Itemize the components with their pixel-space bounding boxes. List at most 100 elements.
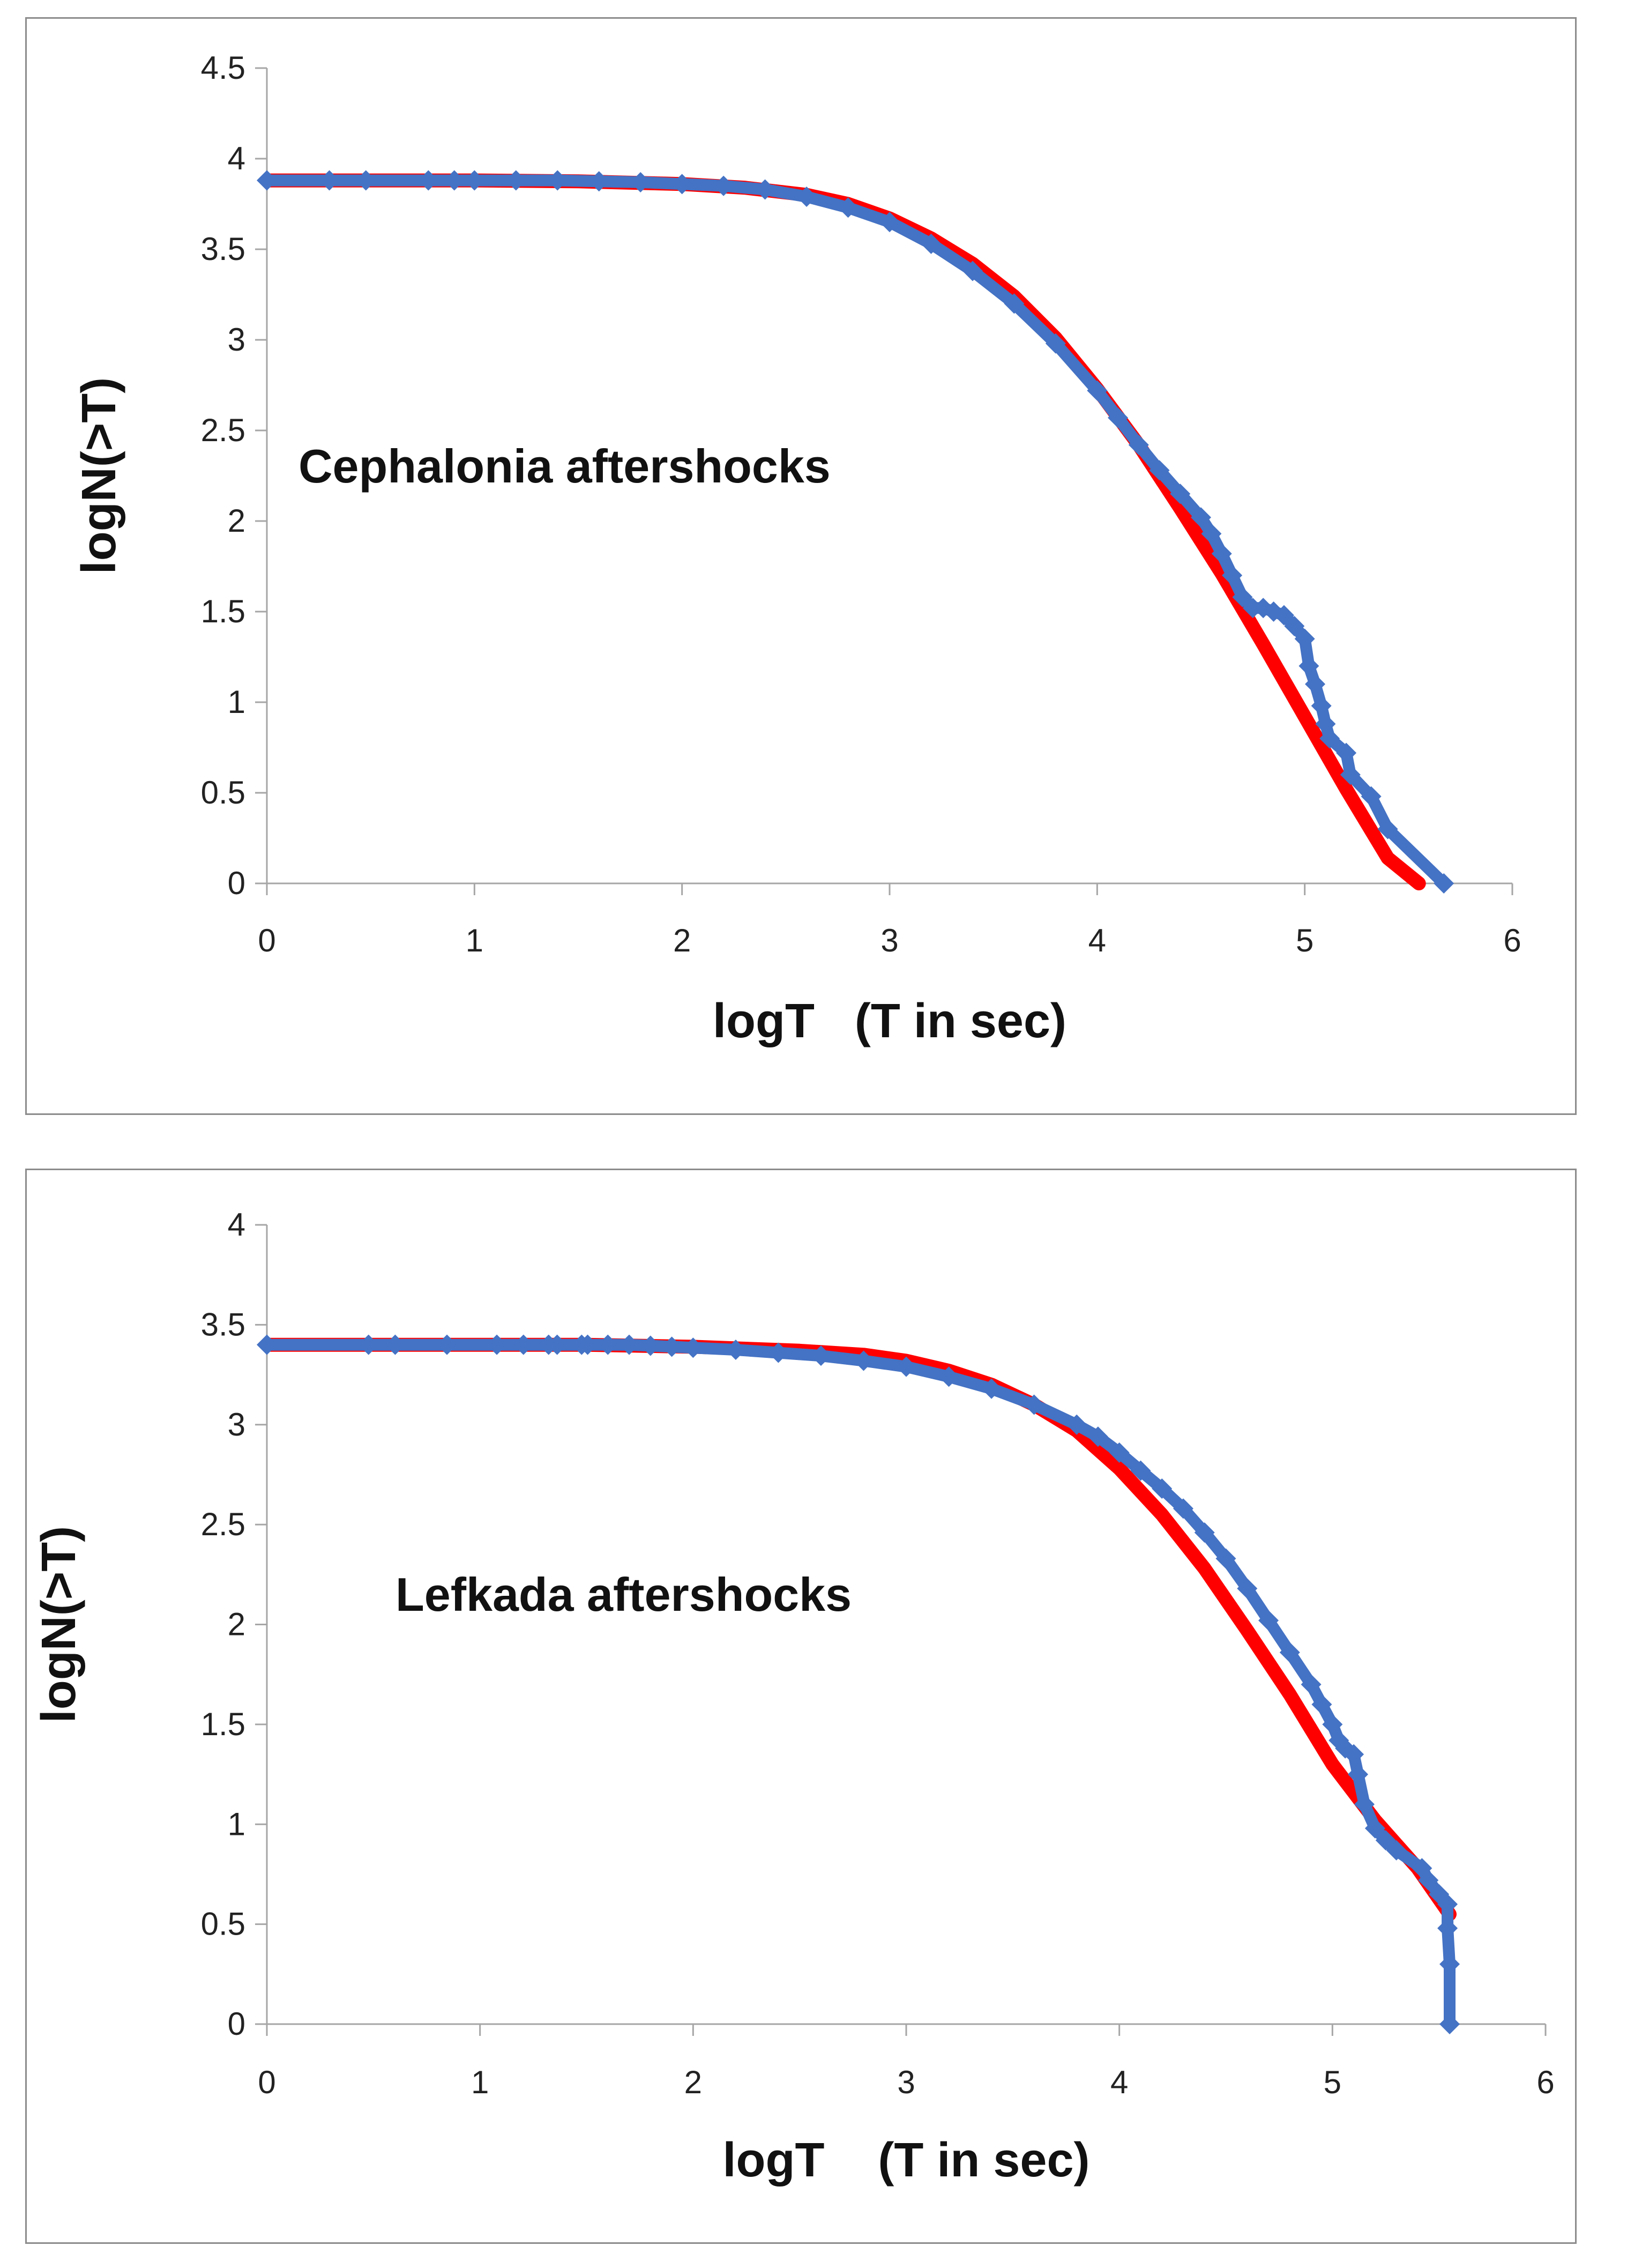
data-point (1354, 1794, 1375, 1815)
y-tick-label: 1.5 (201, 1706, 245, 1742)
y-tick-label: 0.5 (201, 1906, 245, 1942)
data-point (796, 186, 817, 207)
y-tick-label: 0 (228, 865, 245, 901)
x-tick-label: 2 (673, 923, 691, 958)
data-point (598, 1334, 618, 1355)
data-point (1301, 1674, 1322, 1695)
data-point (1336, 742, 1357, 763)
data-point (577, 1334, 598, 1355)
data-point (962, 261, 983, 281)
y-tick-label: 4.5 (201, 50, 245, 86)
observed-band (261, 174, 1450, 889)
y-tick-label: 3.5 (201, 1306, 245, 1342)
data-point (319, 170, 340, 191)
data-point (1298, 656, 1319, 676)
data-point (619, 1334, 640, 1355)
data-point (853, 1350, 874, 1371)
data-point (879, 212, 900, 233)
data-point (1128, 435, 1149, 456)
data-point (630, 172, 651, 192)
data-point (713, 175, 734, 196)
y-tick-label: 3 (228, 1407, 245, 1442)
chart-annotation: Lefkada aftershocks (395, 1568, 852, 1621)
data-point (1149, 460, 1170, 481)
data-point (1237, 1578, 1258, 1599)
x-tick-label: 0 (258, 2064, 275, 2100)
data-point (1108, 407, 1129, 428)
y-tick-label: 2 (228, 503, 245, 539)
data-point (1109, 1442, 1130, 1463)
data-point (755, 179, 775, 200)
data-point (1045, 333, 1066, 354)
x-tick-label: 3 (880, 923, 898, 958)
y-tick-label: 4 (228, 1207, 245, 1243)
data-point (1386, 1840, 1407, 1861)
data-point (1364, 1818, 1385, 1839)
y-tick-label: 2.5 (201, 1506, 245, 1542)
y-tick-label: 2 (228, 1607, 245, 1642)
x-tick-label: 4 (1110, 2064, 1128, 2100)
chart-annotation: Cephalonia aftershocks (298, 440, 831, 493)
data-point (896, 1356, 916, 1377)
x-tick-label: 1 (466, 923, 483, 958)
data-point (921, 233, 942, 254)
data-point (1152, 1478, 1173, 1499)
y-tick-label: 3.5 (201, 231, 245, 267)
data-point (1273, 605, 1294, 626)
data-point (1315, 713, 1336, 734)
data-point (1087, 1426, 1108, 1447)
data-point (981, 1378, 1002, 1399)
chart-2: 0 0.5 1 1.5 2 2.5 3 3.5 4 0 1 2 3 4 5 6 Lefkada aftersho… (32, 1207, 1555, 2187)
data-point (1439, 1954, 1460, 1975)
x-tick-label: 3 (897, 2064, 915, 2100)
data-point (1434, 873, 1454, 894)
data-point (1232, 586, 1253, 607)
observed-band (261, 1339, 1456, 2030)
data-point (1004, 293, 1025, 314)
data-point (355, 170, 376, 191)
data-point (1361, 786, 1382, 807)
data-point (1191, 507, 1211, 528)
y-tick-label: 1 (228, 684, 245, 720)
data-point (838, 197, 859, 218)
data-point (505, 170, 526, 191)
y-tick-label: 2.5 (201, 412, 245, 448)
data-point (1439, 2014, 1460, 2034)
data-point (257, 1334, 277, 1355)
data-point (1201, 523, 1222, 544)
y-tick-label: 1 (228, 1806, 245, 1842)
x-tick-label: 1 (471, 2064, 489, 2100)
data-point (487, 1334, 507, 1355)
data-point (444, 170, 465, 191)
data-point (385, 1334, 406, 1355)
data-point (1340, 764, 1361, 785)
data-point (257, 170, 277, 191)
y-tick-label: 0.5 (201, 775, 245, 810)
data-point (1279, 1642, 1300, 1663)
data-point (437, 1334, 458, 1355)
x-tick-label: 6 (1503, 923, 1521, 958)
data-point (1024, 1394, 1044, 1415)
chart-1: 0 0.5 1 1.5 2 2.5 3 3.5 4 4.5 0 1 2 3 4 5 6 Cephalonia af… (72, 50, 1521, 1048)
data-point (1377, 819, 1398, 839)
data-point (938, 1366, 959, 1387)
x-axis-title: logT (T in sec) (722, 2133, 1089, 2187)
data-point (1294, 628, 1315, 649)
data-point (1437, 1894, 1458, 1915)
data-point (1242, 598, 1263, 619)
data-point (683, 1337, 704, 1358)
data-point (1222, 565, 1243, 586)
fit-line (260, 173, 1426, 890)
x-tick-label: 0 (258, 923, 275, 958)
data-point (1437, 1918, 1458, 1939)
data-point (1194, 1522, 1215, 1543)
data-point (513, 1334, 534, 1355)
data-point (1215, 1548, 1236, 1569)
y-axis-title: logN(>T) (32, 1526, 86, 1723)
data-point (1173, 1498, 1193, 1519)
y-tick-label: 4 (228, 140, 245, 176)
data-point (1170, 484, 1191, 504)
x-tick-label: 4 (1088, 923, 1106, 958)
y-tick-label: 1.5 (201, 593, 245, 629)
data-point (1319, 728, 1340, 749)
